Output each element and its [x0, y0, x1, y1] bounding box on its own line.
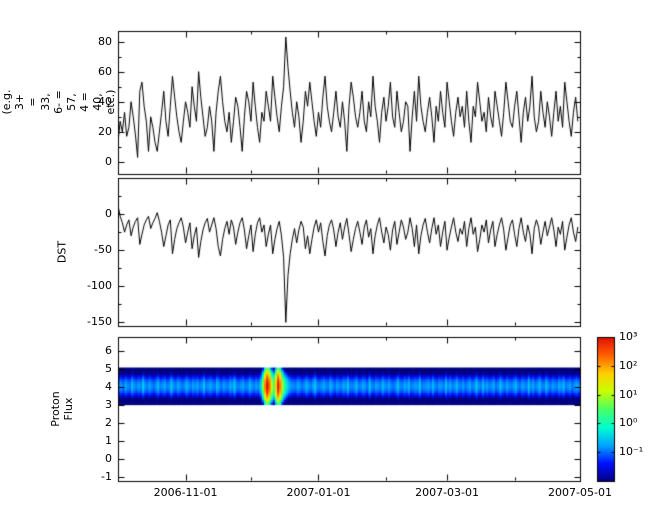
y-tick-label: 1 [105, 434, 112, 448]
y-tick-label: 5 [105, 362, 112, 376]
y-tick-label: 0 [105, 207, 112, 221]
proton-flux-axis-label: Proton Flux [49, 391, 75, 427]
colorbar-tick-label: 10³ [619, 330, 638, 343]
colorbar-tick-label: 10⁻¹ [619, 445, 644, 459]
y-tick-label: 0 [105, 154, 112, 168]
y-tick-label: -150 [87, 315, 112, 329]
y-tick-label: 0 [105, 452, 112, 466]
y-tick-label: 40 [98, 94, 112, 108]
y-tick-label: 20 [98, 124, 112, 138]
x-tick-label: 2007-03-01 [415, 486, 480, 499]
x-tick-label: 2006-11-01 [153, 486, 218, 499]
x-tick-label: 2007-05-01 [548, 486, 612, 499]
colorbar-tick-label: 10² [619, 358, 638, 372]
colorbar-tick-label: 10⁰ [619, 416, 638, 430]
y-tick-label: -100 [87, 279, 112, 293]
y-tick-label: 4 [105, 380, 112, 394]
x-tick-label: 2007-01-01 [286, 486, 351, 499]
y-tick-label: 60 [98, 64, 112, 78]
y-tick-label: 80 [98, 34, 112, 48]
dst-axis-label: DST [55, 240, 69, 264]
y-tick-label: 6 [105, 344, 112, 358]
y-tick-label: 3 [105, 398, 112, 412]
y-tick-label: -50 [94, 243, 112, 257]
colorbar-tick-label: 10¹ [619, 387, 638, 401]
y-tick-label: 2 [105, 416, 112, 430]
y-tick-label: -1 [101, 470, 112, 484]
